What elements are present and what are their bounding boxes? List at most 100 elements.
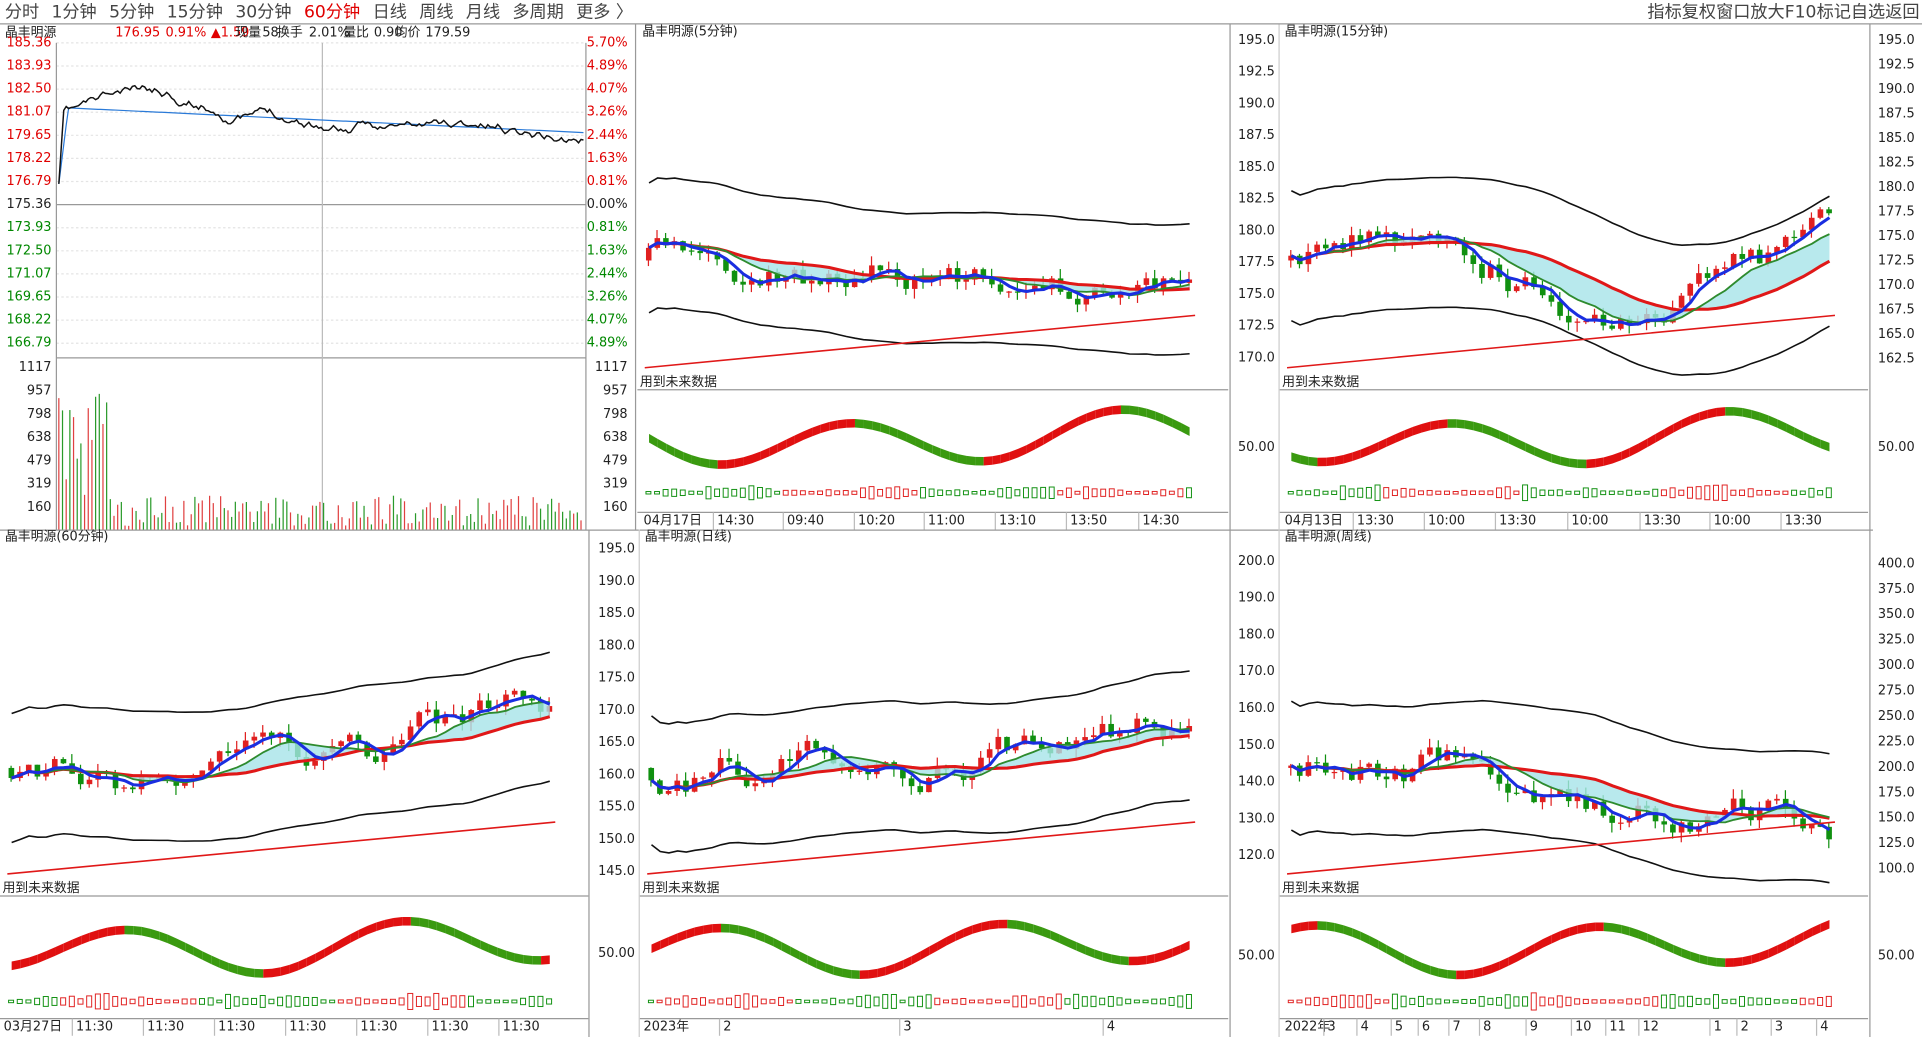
indicator-label: 50.00	[1878, 949, 1915, 964]
pct-label: 0.81%	[587, 174, 628, 189]
indicator-bar	[1634, 998, 1641, 1005]
indicator-bar	[389, 998, 396, 1005]
pct-label: 1.63%	[587, 243, 628, 258]
volume-label: 957	[603, 384, 628, 399]
candle-body	[1591, 801, 1598, 809]
candle-body	[1678, 822, 1685, 833]
toolbar-button[interactable]: 复权	[1682, 2, 1716, 22]
indicator-area	[686, 927, 695, 939]
price-label: 168.22	[6, 313, 51, 328]
candle-body	[1600, 801, 1607, 816]
toolbar-tab[interactable]: 日线	[373, 2, 407, 22]
candle-body	[208, 761, 214, 771]
indicator-bar	[656, 999, 663, 1004]
indicator-area	[1456, 419, 1465, 429]
candle-body	[1322, 244, 1329, 249]
indicator-area	[107, 926, 116, 937]
indicator-area	[1707, 956, 1717, 967]
candle-body	[752, 783, 759, 787]
indicator-area	[141, 926, 151, 938]
indicator-bar	[1057, 490, 1064, 496]
indicator-area	[700, 457, 710, 468]
toolbar-tab[interactable]: 多周期	[512, 2, 563, 22]
indicator-area	[506, 950, 515, 962]
indicator-bar	[1756, 489, 1763, 496]
indicator-bar	[834, 490, 841, 496]
indicator-area	[1112, 405, 1121, 415]
indicator-area	[1664, 940, 1674, 954]
indicator-bar	[902, 488, 909, 497]
indicator-area	[1378, 438, 1387, 451]
indicator-bar	[459, 995, 466, 1008]
time-label: 11:30	[503, 1020, 540, 1035]
candle-body	[1505, 277, 1511, 292]
indicator-bar	[8, 999, 15, 1004]
indicator-area	[1681, 415, 1691, 429]
ma-mid	[11, 700, 550, 784]
panel-title: 晶丰明源(15分钟)	[1285, 23, 1389, 39]
toolbar-button[interactable]: 标记	[1817, 2, 1851, 22]
volume-label: 638	[27, 430, 52, 445]
toolbar-button[interactable]: 窗口	[1716, 2, 1750, 22]
indicator-area	[786, 435, 795, 449]
quote-field: ▲1.59	[211, 26, 250, 41]
candle-body	[1574, 321, 1581, 323]
toolbar-button[interactable]: 放大	[1750, 2, 1784, 22]
indicator-bar	[1808, 998, 1815, 1005]
axis-label: 165.0	[1878, 327, 1915, 342]
indicator-bar	[25, 999, 32, 1004]
toolbar-tab[interactable]: 更多 〉	[576, 2, 633, 22]
toolbar-tab[interactable]: 周线	[419, 2, 453, 22]
indicator-area	[1794, 932, 1804, 946]
indicator-area	[1690, 412, 1700, 425]
boll-lower	[651, 799, 1190, 854]
price-label: 171.07	[6, 266, 51, 281]
indicator-bar	[172, 999, 179, 1004]
pct-label: 4.07%	[587, 82, 628, 97]
toolbar-tab[interactable]: 5分钟	[109, 2, 154, 22]
indicator-area	[324, 944, 333, 958]
toolbar-tab[interactable]: 30分钟	[235, 2, 291, 22]
indicator-area	[1180, 940, 1190, 954]
indicator-area	[1768, 945, 1778, 958]
indicator-bar	[786, 999, 793, 1004]
toolbar-tab[interactable]: 分时	[5, 2, 39, 22]
axis-label: 130.0	[1238, 811, 1275, 826]
axis-label: 177.5	[1878, 205, 1915, 220]
indicator-bar	[1478, 996, 1485, 1007]
indicator-bar	[774, 490, 781, 495]
time-label: 12	[1643, 1020, 1659, 1035]
indicator-bar	[1426, 489, 1433, 496]
indicator-area	[124, 925, 134, 935]
candle-body	[1479, 263, 1485, 278]
candle-body	[1418, 235, 1425, 237]
indicator-area	[1456, 970, 1465, 980]
indicator-area	[1820, 439, 1830, 452]
quote-field: 179.59	[425, 26, 470, 41]
indicator-area	[445, 924, 455, 937]
candle-body	[1487, 264, 1494, 278]
indicator-bar	[1608, 999, 1615, 1004]
candle-body	[1314, 762, 1320, 764]
toolbar-tab[interactable]: 15分钟	[167, 2, 223, 22]
indicator-bar	[372, 999, 379, 1004]
axis-label: 150.0	[1878, 811, 1915, 826]
indicator-bar	[1496, 487, 1503, 499]
toolbar-tab[interactable]: 60分钟	[304, 2, 360, 22]
candle-body	[1038, 742, 1045, 749]
toolbar-button[interactable]: F10	[1785, 2, 1817, 22]
candle-body	[743, 774, 750, 787]
price-label: 169.65	[6, 290, 51, 305]
price-label: 172.50	[6, 243, 51, 258]
indicator-bar	[1417, 490, 1424, 496]
candle-body	[1117, 731, 1123, 737]
toolbar-tab[interactable]: 月线	[466, 2, 500, 22]
toolbar-tab[interactable]: 1分钟	[51, 2, 96, 22]
indicator-area	[1085, 945, 1095, 958]
indicator-area	[1725, 407, 1734, 416]
toolbar-button[interactable]: 自选	[1851, 2, 1885, 22]
toolbar-button[interactable]: 返回	[1885, 2, 1919, 22]
toolbar-button[interactable]: 指标	[1647, 2, 1681, 22]
indicator-bar	[1686, 995, 1693, 1008]
indicator-area	[263, 968, 272, 978]
